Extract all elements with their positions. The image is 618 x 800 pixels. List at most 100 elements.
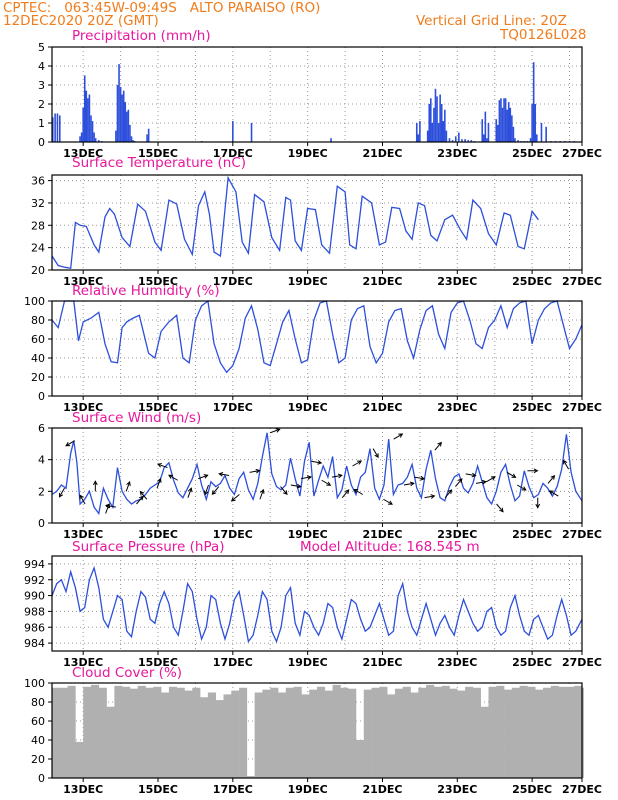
panel-frame xyxy=(51,555,583,652)
precip-bar xyxy=(82,107,84,142)
wind-arrow-head xyxy=(550,474,556,480)
wind-arrow xyxy=(125,480,131,492)
wind-arrow xyxy=(321,479,332,486)
x-tick-label: 13DEC xyxy=(63,401,103,414)
precip-bar xyxy=(90,115,92,142)
wind-arrow-head xyxy=(139,495,144,501)
wind-arrow-shaft xyxy=(403,482,414,486)
wind-arrow-shaft xyxy=(156,478,161,489)
wind-arrow-shaft xyxy=(353,489,364,495)
cloud-bar xyxy=(153,686,162,778)
wind-arrow-shaft xyxy=(486,476,496,483)
y-tick-label: 0 xyxy=(38,772,45,785)
wind-arrow-shaft xyxy=(331,474,342,478)
x-tick-label: 19DEC xyxy=(288,147,328,160)
precip-bar xyxy=(495,119,498,142)
cloud-bar xyxy=(441,685,450,778)
cloud-bar xyxy=(394,688,404,778)
panel-5: 984 986 988 990 992 994 13DEC 15DEC 17DEC 19DEC 21… xyxy=(24,539,602,669)
y-tick-label: 100 xyxy=(24,295,45,308)
wind-arrow-shaft xyxy=(204,484,209,495)
cloud-bar xyxy=(418,687,427,778)
wind-arrow-shaft xyxy=(496,503,504,512)
y-tick-label: 2 xyxy=(38,98,45,111)
precip-bar xyxy=(87,98,89,142)
wind-arrow-shaft xyxy=(301,476,312,480)
cloud-bar xyxy=(558,686,567,778)
wind-arrow xyxy=(136,495,144,505)
panel-frame xyxy=(51,46,583,143)
cloud-bar xyxy=(324,690,333,778)
wind-arrow xyxy=(187,487,193,498)
y-tick-label: 4 xyxy=(38,60,45,73)
x-tick-label: 21DEC xyxy=(362,783,402,796)
x-tick-label: 25DEC xyxy=(512,275,552,288)
header-grid-note: Vertical Grid Line: 20Z xyxy=(416,13,567,29)
wind-arrow xyxy=(311,460,323,465)
header-run-id: TQ0126L028 xyxy=(500,27,587,43)
cloud-bar xyxy=(129,688,139,778)
wind-arrow-head xyxy=(275,428,281,433)
cloud-bar xyxy=(582,687,584,778)
cloud-bar xyxy=(535,689,544,778)
precip-bar xyxy=(434,88,437,142)
x-tick-label: 13DEC xyxy=(63,275,103,288)
series-line xyxy=(51,565,583,644)
precip-bar xyxy=(540,123,543,142)
wind-arrow-head xyxy=(157,477,162,483)
panel-4: 0 2 4 6 13DEC 15DEC 17DEC 19DEC 21DEC 23DEC 25DEC 2… xyxy=(38,410,602,541)
header-date: 12DEC2020 20Z (GMT) xyxy=(3,13,159,29)
precip-bar xyxy=(440,104,443,142)
precip-bar xyxy=(458,132,460,142)
precip-bar xyxy=(51,117,54,142)
x-tick-label: 25DEC xyxy=(512,401,552,414)
wind-arrow xyxy=(383,498,393,505)
precip-bar xyxy=(93,132,95,142)
precip-bar xyxy=(417,134,420,142)
wind-arrow-head xyxy=(296,483,302,489)
wind-arrow-head xyxy=(548,490,554,495)
wind-arrow-shaft xyxy=(125,481,131,492)
wind-arrow xyxy=(465,472,477,478)
wind-arrow-shaft xyxy=(506,471,516,478)
precip-bar xyxy=(119,86,122,142)
precip-bar xyxy=(83,75,86,142)
wind-arrow-head xyxy=(326,481,332,486)
cloud-bar xyxy=(402,686,411,778)
wind-arrow xyxy=(403,481,415,487)
wind-arrow xyxy=(331,473,343,479)
x-tick-label: 17DEC xyxy=(213,147,253,160)
cloud-bar xyxy=(52,687,68,778)
x-tick-label: 23DEC xyxy=(437,656,477,669)
x-tick-label: 19DEC xyxy=(288,275,328,288)
cloud-bar xyxy=(83,686,92,778)
precip-bar xyxy=(529,138,532,142)
series-line xyxy=(51,175,539,270)
cloud-bar xyxy=(472,687,481,778)
wind-arrow-head xyxy=(409,481,415,487)
wind-arrow-head xyxy=(563,459,568,465)
series-line xyxy=(51,432,583,516)
wind-arrow xyxy=(455,478,463,487)
cloud-bar xyxy=(519,685,528,778)
cloud-bar xyxy=(192,687,201,778)
wind-arrow xyxy=(548,490,559,497)
precip-bar xyxy=(497,124,499,142)
precip-bar xyxy=(487,123,490,142)
wind-arrow-shaft xyxy=(547,475,555,484)
precip-bar xyxy=(126,111,128,142)
x-tick-label: 21DEC xyxy=(362,275,402,288)
cloud-bar xyxy=(207,692,216,778)
cloud-bar xyxy=(75,741,84,778)
wind-arrow-head xyxy=(535,503,541,509)
cloud-bar xyxy=(246,776,255,778)
cloud-bar xyxy=(488,686,497,778)
y-tick-label: 32 xyxy=(31,197,45,210)
wind-arrow-shaft xyxy=(105,504,116,508)
y-tick-label: 992 xyxy=(24,574,45,587)
cloud-bar xyxy=(254,692,263,778)
x-tick-label: 21DEC xyxy=(362,528,402,541)
x-tick-label: 13DEC xyxy=(63,528,103,541)
x-tick-label: 27DEC xyxy=(562,401,602,414)
wind-arrow-shaft xyxy=(219,473,230,476)
